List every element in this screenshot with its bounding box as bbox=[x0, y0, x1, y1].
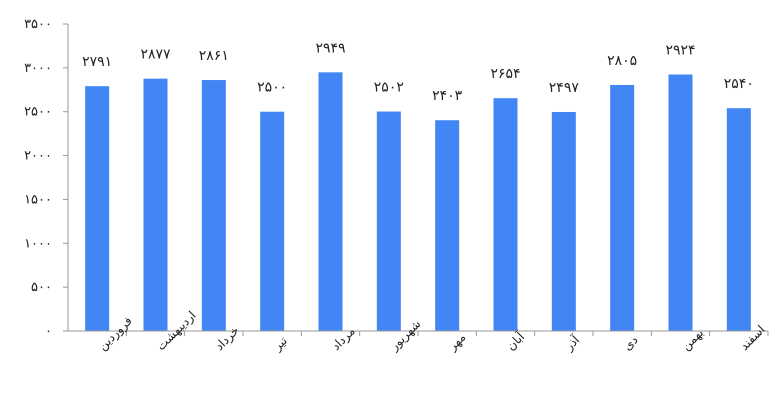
y-tick-label: ۳۵۰۰ bbox=[24, 17, 52, 32]
y-tick-label: ۰ bbox=[45, 324, 52, 339]
bar bbox=[376, 111, 401, 332]
bars bbox=[85, 72, 751, 332]
data-label: ۲۸۶۱ bbox=[199, 48, 229, 64]
data-labels: ۲۷۹۱ ۲۸۷۷ ۲۸۶۱ ۲۵۰۰ ۲۹۴۹ ۲۵۰۲ ۲۴۰۳ ۲۶۵۴ ۲۴۹۷ ۲۸۰۵… bbox=[82, 40, 754, 104]
x-tick-label: آذر bbox=[561, 332, 584, 355]
data-label: ۲۴۹۷ bbox=[549, 80, 580, 96]
bar bbox=[668, 74, 693, 331]
x-axis: فروردین اردیبهشت خرداد تیر مرداد شهریور مهر آبا… bbox=[68, 308, 769, 355]
x-tick-label: دی bbox=[620, 333, 640, 353]
y-tick-label: ۲۰۰۰ bbox=[24, 149, 52, 164]
data-label: ۲۶۵۴ bbox=[490, 66, 520, 82]
bar bbox=[318, 72, 343, 332]
bar bbox=[610, 84, 635, 331]
y-tick-label: ۵۰۰ bbox=[31, 280, 52, 295]
bar bbox=[201, 80, 226, 331]
bar bbox=[493, 98, 518, 331]
y-tick-label: ۳۰۰۰ bbox=[24, 61, 52, 76]
bar bbox=[143, 78, 168, 332]
y-tick-label: ۲۵۰۰ bbox=[24, 105, 52, 120]
y-tick-label: ۱۵۰۰ bbox=[24, 192, 52, 207]
bar bbox=[260, 111, 285, 331]
bar bbox=[435, 120, 460, 332]
data-label: ۲۸۰۵ bbox=[607, 53, 637, 69]
data-label: ۲۵۰۰ bbox=[257, 80, 287, 96]
data-label: ۲۸۷۷ bbox=[140, 47, 171, 63]
data-label: ۲۹۴۹ bbox=[315, 40, 345, 56]
bar bbox=[726, 108, 751, 331]
data-label: ۲۹۲۴ bbox=[665, 43, 695, 59]
data-label: ۲۵۰۲ bbox=[374, 80, 404, 96]
data-label: ۲۵۴۰ bbox=[724, 76, 754, 92]
data-label: ۲۷۹۱ bbox=[82, 54, 112, 70]
data-label: ۲۴۰۳ bbox=[432, 88, 463, 104]
x-tick-label: مهر bbox=[445, 330, 469, 354]
bar bbox=[551, 111, 576, 331]
y-tick-label: ۱۰۰۰ bbox=[24, 236, 52, 251]
x-tick-label: آبان bbox=[503, 329, 528, 354]
y-axis: ۰ ۵۰۰ ۱۰۰۰ ۱۵۰۰ ۲۰۰۰ ۲۵۰۰ ۳۰۰۰ ۳۵۰۰ bbox=[24, 17, 69, 339]
x-tick-label: تیر bbox=[270, 334, 291, 355]
bar bbox=[85, 86, 110, 332]
